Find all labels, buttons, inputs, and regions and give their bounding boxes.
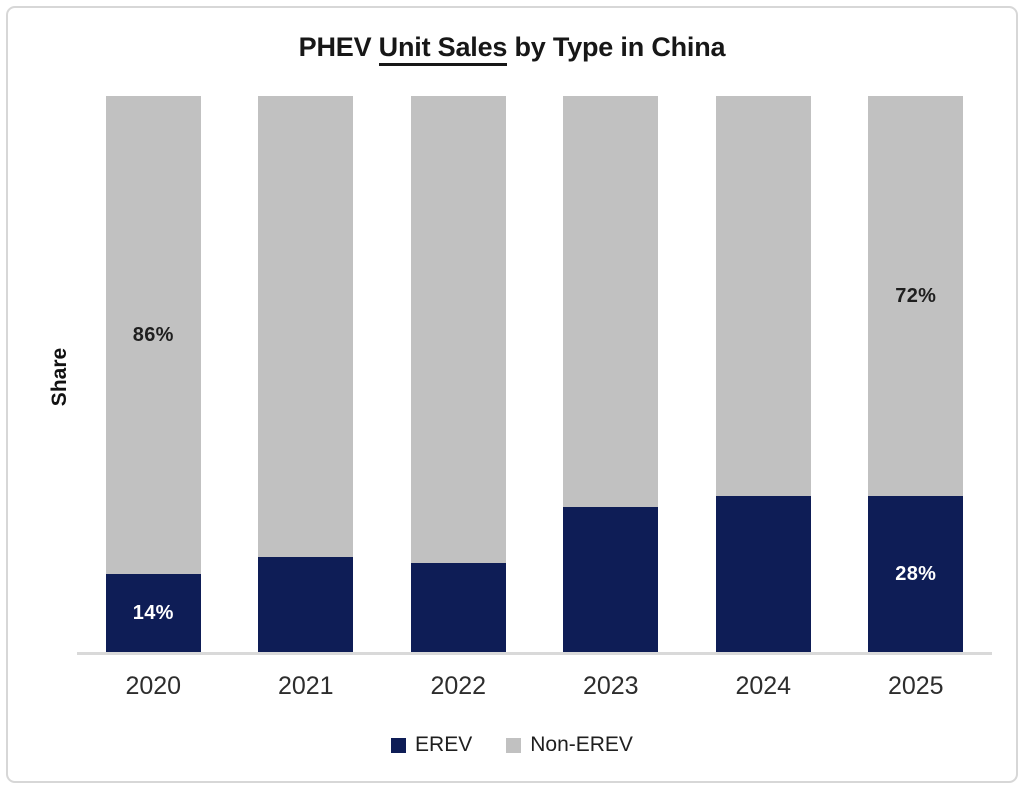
bar-segment-erev-2023 (563, 507, 659, 652)
data-label-non-erev-2020: 86% (132, 323, 174, 346)
chart-title-pre: PHEV (298, 32, 372, 62)
chart-title: PHEV Unit Sales by Type in China (8, 32, 1016, 66)
legend-item-non-erev: Non-EREV (506, 733, 633, 757)
data-label-erev-2020: 14% (132, 601, 174, 624)
bar-segment-non-erev-2023 (563, 96, 659, 508)
chart-legend: EREV Non-EREV (8, 733, 1016, 757)
non-erev-color-swatch-icon (506, 737, 522, 753)
bar-column-2025: 72% 28% (868, 96, 964, 652)
bar-segment-non-erev-2024 (715, 96, 811, 497)
bar-segment-erev-2024 (715, 496, 811, 652)
chart-title-underlined: Unit Sales (378, 32, 507, 66)
bar-segment-non-erev-2021 (258, 96, 354, 558)
bar-column-2024 (715, 96, 811, 652)
bar-column-2020: 86% 14% (105, 96, 201, 652)
bar-segment-erev-2025: 28% (868, 496, 964, 652)
bar-column-2022 (410, 96, 506, 652)
bar-segment-non-erev-2025: 72% (868, 96, 964, 497)
legend-label-erev: EREV (415, 733, 473, 756)
bar-segment-erev-2022 (410, 563, 506, 652)
chart-canvas: PHEV Unit Sales by Type in China Share 86%… (6, 6, 1018, 783)
x-axis-label-2022: 2022 (430, 672, 487, 700)
erev-color-swatch-icon (391, 737, 407, 753)
x-axis-label-2024: 2024 (735, 672, 792, 700)
chart-title-post: by Type in China (514, 32, 726, 62)
bar-segment-erev-2020: 14% (105, 574, 201, 652)
data-label-erev-2025: 28% (895, 562, 937, 585)
x-axis-label-2025: 2025 (887, 672, 944, 700)
data-label-non-erev-2025: 72% (895, 284, 937, 307)
x-axis-label-2021: 2021 (277, 672, 334, 700)
x-axis-label-2023: 2023 (582, 672, 639, 700)
bar-column-2021 (258, 96, 354, 652)
plot-area: 86% 14% 72% 28% (77, 96, 992, 655)
x-axis-label-2020: 2020 (125, 672, 182, 700)
bar-segment-non-erev-2022 (410, 96, 506, 564)
x-axis-labels: 2020 2021 2022 2023 2024 2025 (77, 672, 992, 701)
y-axis-title: Share (48, 347, 71, 407)
legend-label-non-erev: Non-EREV (530, 733, 633, 756)
bar-column-2023 (563, 96, 659, 652)
bar-segment-erev-2021 (258, 557, 354, 652)
bar-segment-non-erev-2020: 86% (105, 96, 201, 575)
legend-item-erev: EREV (391, 733, 472, 757)
